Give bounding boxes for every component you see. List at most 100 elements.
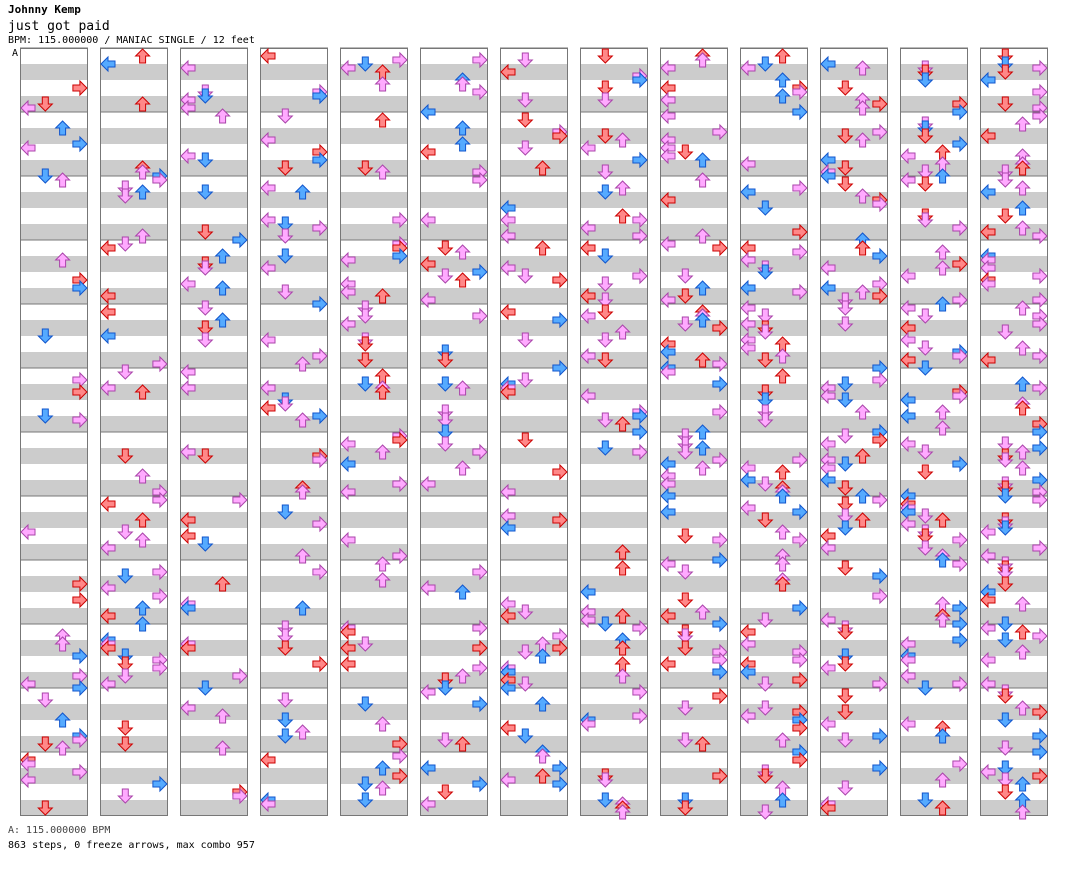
step-arrow [820,471,836,489]
step-arrow [392,51,408,69]
beat-band [340,304,408,320]
beat-band [820,416,888,432]
step-arrow [917,444,934,460]
step-arrow [340,639,356,657]
step-arrow [792,651,808,669]
beat-band [420,464,488,480]
beat-band [900,320,968,336]
beat-band [900,480,968,496]
step-arrow [117,524,134,540]
step-arrow [152,355,168,373]
step-arrow [952,387,968,405]
beat-band [500,288,568,304]
step-arrow [180,59,196,77]
step-arrow [1014,116,1031,132]
step-arrow [500,771,516,789]
beat-band [900,352,968,368]
beat-band [420,352,488,368]
step-arrow [180,443,196,461]
beat-band [340,80,408,96]
beat-band [660,336,728,352]
step-arrow [260,751,276,769]
beat-band [500,240,568,256]
step-arrow [774,732,791,748]
beat-band [820,96,888,112]
beat-band [180,336,248,352]
step-arrow [837,508,854,524]
beat-band [980,416,1048,432]
step-arrow [420,795,436,813]
step-arrow [1032,727,1048,745]
beat-band [340,560,408,576]
beat-band [100,576,168,592]
beat-band [500,496,568,512]
beat-band [900,192,968,208]
beat-band [500,80,568,96]
beat-band [900,336,968,352]
beat-band [660,752,728,768]
beat-band [900,656,968,672]
step-arrow [100,239,116,257]
step-arrow [580,715,596,733]
step-arrow [837,428,854,444]
step-arrow [472,51,488,69]
beat-band [500,320,568,336]
step-arrow [917,212,934,228]
step-arrow [677,640,694,656]
beat-band [340,496,408,512]
step-arrow [837,376,854,392]
step-arrow [597,48,614,64]
beat-band [20,384,88,400]
beat-band [260,288,328,304]
step-arrow [934,612,951,628]
step-arrow [597,184,614,200]
beat-band [340,320,408,336]
step-arrow [997,172,1014,188]
step-arrow [197,260,214,276]
step-arrow [232,787,248,805]
step-arrow [37,96,54,112]
beat-band [340,656,408,672]
beat-band [740,144,808,160]
step-arrow [934,260,951,276]
step-arrow [20,771,36,789]
step-arrow [117,448,134,464]
beat-band [100,192,168,208]
beat-band [180,272,248,288]
beat-band [260,192,328,208]
beat-band [900,304,968,320]
step-arrow [712,239,728,257]
beat-band [180,352,248,368]
step-arrow [37,408,54,424]
step-arrow [260,47,276,65]
beat-band [820,640,888,656]
step-arrow [580,139,596,157]
beat-band [820,240,888,256]
beat-band [660,384,728,400]
step-arrow [552,511,568,529]
step-arrow [260,379,276,397]
step-arrow [260,399,276,417]
beat-band [980,272,1048,288]
step-arrow [437,436,454,452]
beat-band [660,352,728,368]
step-arrow [552,311,568,329]
beat-band [340,608,408,624]
beat-band [660,576,728,592]
step-arrow [100,287,116,305]
step-arrow [952,755,968,773]
step-arrow [597,440,614,456]
step-arrow [1032,743,1048,761]
step-arrow [694,312,711,328]
step-arrow [374,572,391,588]
beat-band [660,544,728,560]
step-arrow [472,619,488,637]
step-arrow [792,223,808,241]
step-arrow [614,560,631,576]
beat-band [820,464,888,480]
beat-band [340,416,408,432]
beat-band [100,96,168,112]
step-arrow [614,180,631,196]
beat-band [580,800,648,816]
beat-band [580,640,648,656]
